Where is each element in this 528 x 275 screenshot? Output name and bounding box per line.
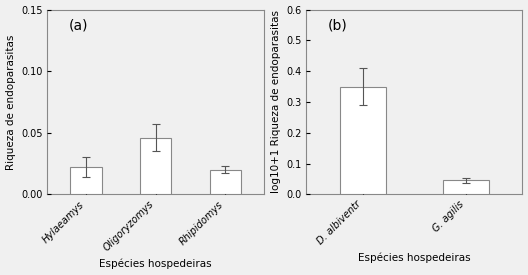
Bar <box>340 87 386 194</box>
Bar <box>70 167 101 194</box>
Bar <box>442 180 489 194</box>
Text: (a): (a) <box>69 19 89 33</box>
Bar <box>210 170 241 194</box>
X-axis label: Espécies hospedeiras: Espécies hospedeiras <box>358 252 470 263</box>
Text: (b): (b) <box>328 19 348 33</box>
X-axis label: Espécies hospedeiras: Espécies hospedeiras <box>99 259 212 270</box>
Bar <box>140 138 171 194</box>
Y-axis label: log10+1 Riqueza de endoparasitas: log10+1 Riqueza de endoparasitas <box>270 10 280 193</box>
Y-axis label: Riqueza de endoparasitas: Riqueza de endoparasitas <box>6 34 15 170</box>
